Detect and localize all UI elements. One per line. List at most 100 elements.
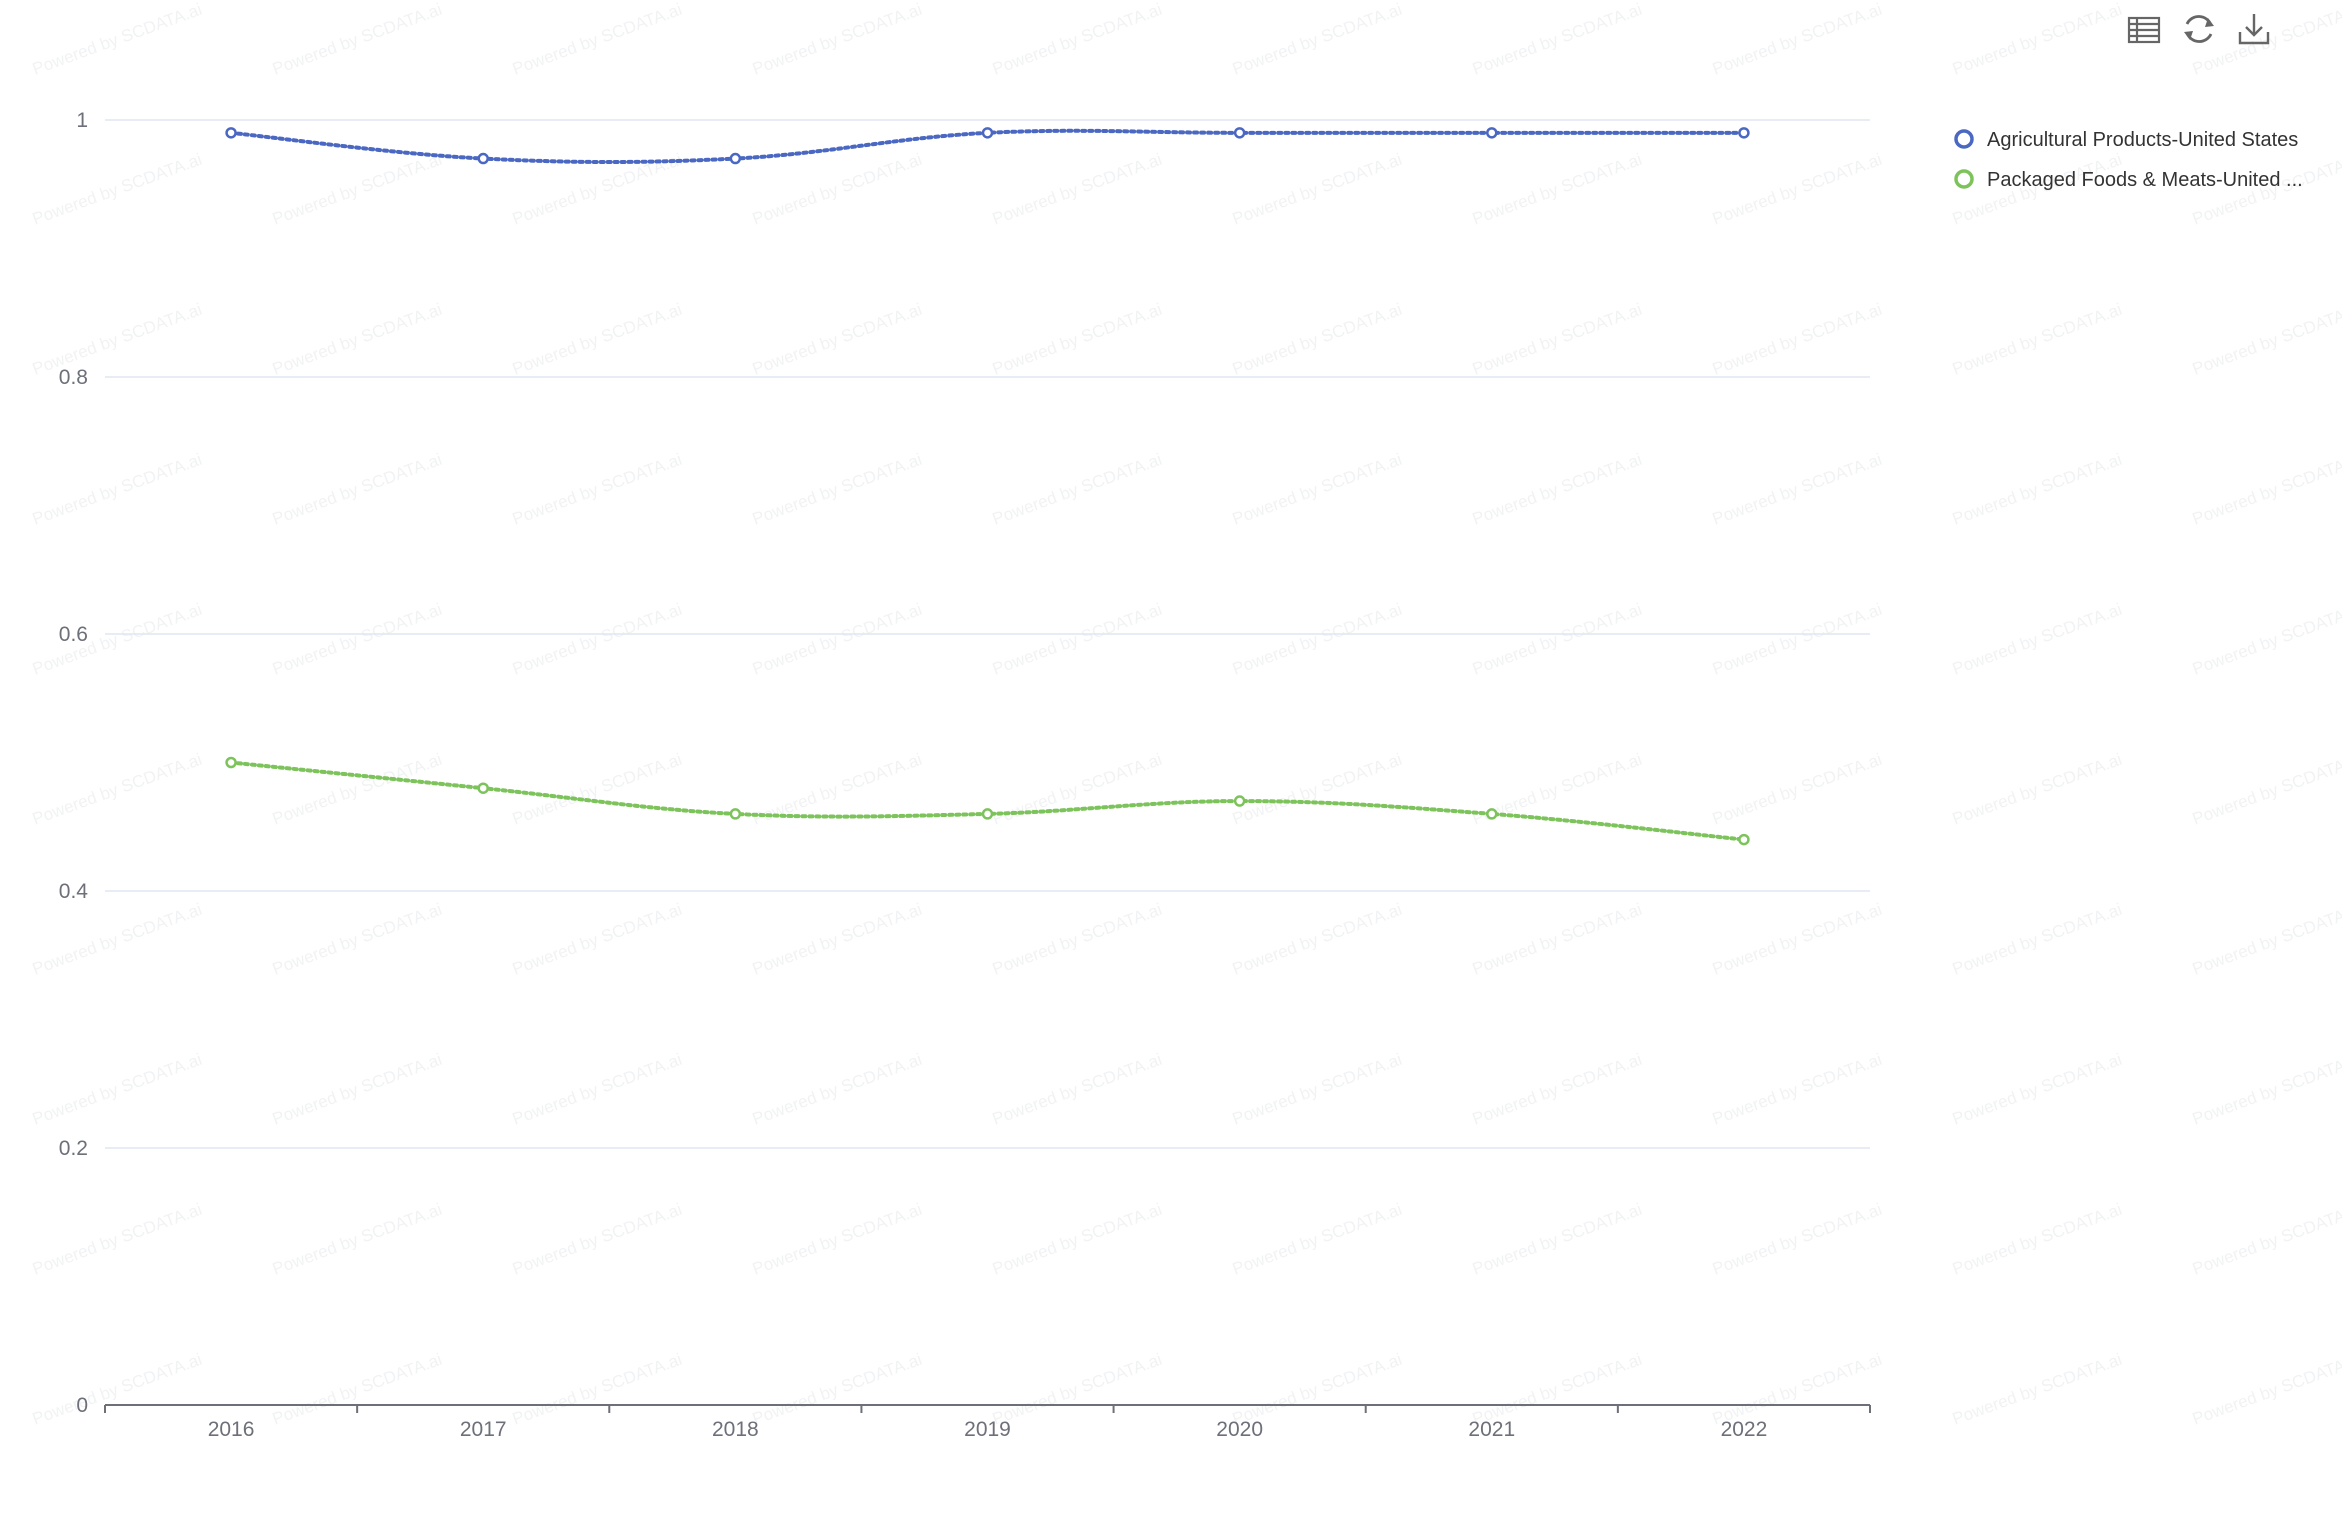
watermark-text: Powered by SCDATA.ai bbox=[1710, 0, 1885, 79]
data-point[interactable] bbox=[225, 756, 237, 769]
watermark-text: Powered by SCDATA.ai bbox=[750, 1350, 925, 1429]
x-tick-label: 2017 bbox=[460, 1418, 507, 1441]
watermark-text: Powered by SCDATA.ai bbox=[510, 600, 685, 679]
data-point[interactable] bbox=[1233, 127, 1246, 139]
watermark-text: Powered by SCDATA.ai bbox=[510, 1050, 685, 1129]
watermark-text: Powered by SCDATA.ai bbox=[2190, 1050, 2342, 1129]
watermark-text: Powered by SCDATA.ai bbox=[1230, 300, 1405, 379]
legend-label: Packaged Foods & Meats-United ... bbox=[1987, 169, 2303, 191]
watermark-text: Powered by SCDATA.ai bbox=[1470, 1200, 1645, 1279]
x-tick-label: 2021 bbox=[1468, 1418, 1515, 1441]
y-tick-label: 0.2 bbox=[59, 1137, 88, 1160]
watermark-text: Powered by SCDATA.ai bbox=[1230, 1200, 1405, 1279]
series-2 bbox=[225, 756, 1750, 846]
data-point[interactable] bbox=[981, 808, 994, 820]
x-tick-label: 2019 bbox=[964, 1418, 1011, 1441]
watermark-text: Powered by SCDATA.ai bbox=[1470, 0, 1645, 79]
legend-item[interactable]: Agricultural Products-United States bbox=[1954, 129, 2298, 151]
watermark-text: Powered by SCDATA.ai bbox=[990, 750, 1165, 829]
watermark-text: Powered by SCDATA.ai bbox=[990, 1200, 1165, 1279]
watermark-layer: Powered by SCDATA.ai Powered by SCDATA.ai… bbox=[30, 0, 2342, 1429]
watermark-text: Powered by SCDATA.ai bbox=[1710, 450, 1885, 529]
watermark-text: Powered by SCDATA.ai bbox=[270, 900, 445, 979]
watermark-text: Powered by SCDATA.ai bbox=[1470, 300, 1645, 379]
data-point[interactable] bbox=[981, 127, 994, 139]
x-tick-label: 2022 bbox=[1721, 1418, 1768, 1441]
watermark-text: Powered by SCDATA.ai bbox=[1710, 1200, 1885, 1279]
data-point[interactable] bbox=[1738, 833, 1750, 846]
data-point[interactable] bbox=[1738, 127, 1750, 139]
data-point[interactable] bbox=[477, 782, 489, 794]
watermark-text: Powered by SCDATA.ai bbox=[270, 1050, 445, 1129]
watermark-text: Powered by SCDATA.ai bbox=[1230, 1350, 1405, 1429]
watermark-text: Powered by SCDATA.ai bbox=[510, 750, 685, 829]
watermark-text: Powered by SCDATA.ai bbox=[1470, 450, 1645, 529]
y-tick-label: 0 bbox=[76, 1394, 88, 1417]
data-point[interactable] bbox=[225, 127, 237, 139]
watermark-text: Powered by SCDATA.ai bbox=[750, 0, 925, 79]
watermark-text: Powered by SCDATA.ai bbox=[30, 0, 205, 79]
watermark-text: Powered by SCDATA.ai bbox=[510, 0, 685, 79]
series-1 bbox=[225, 127, 1750, 165]
watermark-text: Powered by SCDATA.ai bbox=[990, 1350, 1165, 1429]
data-point[interactable] bbox=[729, 152, 742, 165]
watermark-text: Powered by SCDATA.ai bbox=[990, 900, 1165, 979]
watermark-text: Powered by SCDATA.ai bbox=[1710, 1350, 1885, 1429]
watermark-text: Powered by SCDATA.ai bbox=[750, 450, 925, 529]
restore-icon[interactable] bbox=[2182, 12, 2216, 46]
watermark-text: Powered by SCDATA.ai bbox=[990, 150, 1165, 229]
data-view-icon[interactable] bbox=[2127, 14, 2161, 46]
watermark-text: Powered by SCDATA.ai bbox=[1230, 1050, 1405, 1129]
y-tick-label: 0.6 bbox=[59, 623, 88, 646]
legend: Agricultural Products-United States Packa… bbox=[1954, 129, 2303, 191]
watermark-text: Powered by SCDATA.ai bbox=[270, 300, 445, 379]
watermark-text: Powered by SCDATA.ai bbox=[750, 1200, 925, 1279]
data-point[interactable] bbox=[1233, 795, 1246, 807]
watermark-text: Powered by SCDATA.ai bbox=[270, 1200, 445, 1279]
data-point[interactable] bbox=[729, 808, 742, 820]
watermark-text: Powered by SCDATA.ai bbox=[1470, 1350, 1645, 1429]
legend-label: Agricultural Products-United States bbox=[1987, 129, 2298, 151]
x-tick-label: 2016 bbox=[208, 1418, 255, 1441]
data-point[interactable] bbox=[477, 152, 489, 165]
watermark-text: Powered by SCDATA.ai bbox=[1710, 900, 1885, 979]
watermark-text: Powered by SCDATA.ai bbox=[1230, 750, 1405, 829]
watermark-text: Powered by SCDATA.ai bbox=[1470, 150, 1645, 229]
watermark-text: Powered by SCDATA.ai bbox=[1950, 750, 2125, 829]
watermark-text: Powered by SCDATA.ai bbox=[30, 750, 205, 829]
data-point[interactable] bbox=[1486, 127, 1498, 139]
watermark-text: Powered by SCDATA.ai bbox=[2190, 600, 2342, 679]
watermark-text: Powered by SCDATA.ai bbox=[510, 1200, 685, 1279]
watermark-text: Powered by SCDATA.ai bbox=[30, 900, 205, 979]
watermark-text: Powered by SCDATA.ai bbox=[750, 900, 925, 979]
watermark-text: Powered by SCDATA.ai bbox=[1230, 150, 1405, 229]
axes: 0 0.2 0.4 0.6 0.8 1 2016 2017 2018 2019 2020 2021 20… bbox=[59, 109, 1871, 1441]
download-icon[interactable] bbox=[2238, 12, 2270, 46]
data-point[interactable] bbox=[1486, 808, 1498, 820]
watermark-text: Powered by SCDATA.ai bbox=[1470, 900, 1645, 979]
watermark-text: Powered by SCDATA.ai bbox=[270, 150, 445, 229]
watermark-text: Powered by SCDATA.ai bbox=[30, 1350, 205, 1429]
watermark-text: Powered by SCDATA.ai bbox=[1230, 600, 1405, 679]
legend-item[interactable]: Packaged Foods & Meats-United ... bbox=[1954, 169, 2303, 191]
y-tick-label: 0.4 bbox=[59, 880, 89, 903]
watermark-text: Powered by SCDATA.ai bbox=[2190, 900, 2342, 979]
watermark-text: Powered by SCDATA.ai bbox=[750, 600, 925, 679]
watermark-text: Powered by SCDATA.ai bbox=[1950, 450, 2125, 529]
toolbox bbox=[2127, 12, 2270, 46]
legend-marker-icon bbox=[1954, 169, 1974, 189]
watermark-text: Powered by SCDATA.ai bbox=[30, 300, 205, 379]
x-tick-label: 2018 bbox=[712, 1418, 759, 1441]
watermark-text: Powered by SCDATA.ai bbox=[1230, 900, 1405, 979]
watermark-text: Powered by SCDATA.ai bbox=[270, 450, 445, 529]
watermark-text: Powered by SCDATA.ai bbox=[750, 300, 925, 379]
watermark-text: Powered by SCDATA.ai bbox=[270, 750, 445, 829]
watermark-text: Powered by SCDATA.ai bbox=[1470, 600, 1645, 679]
watermark-text: Powered by SCDATA.ai bbox=[990, 450, 1165, 529]
watermark-text: Powered by SCDATA.ai bbox=[2190, 1200, 2342, 1279]
watermark-text: Powered by SCDATA.ai bbox=[1710, 600, 1885, 679]
watermark-text: Powered by SCDATA.ai bbox=[30, 1200, 205, 1279]
watermark-text: Powered by SCDATA.ai bbox=[1950, 1200, 2125, 1279]
watermark-text: Powered by SCDATA.ai bbox=[990, 0, 1165, 79]
watermark-text: Powered by SCDATA.ai bbox=[990, 300, 1165, 379]
